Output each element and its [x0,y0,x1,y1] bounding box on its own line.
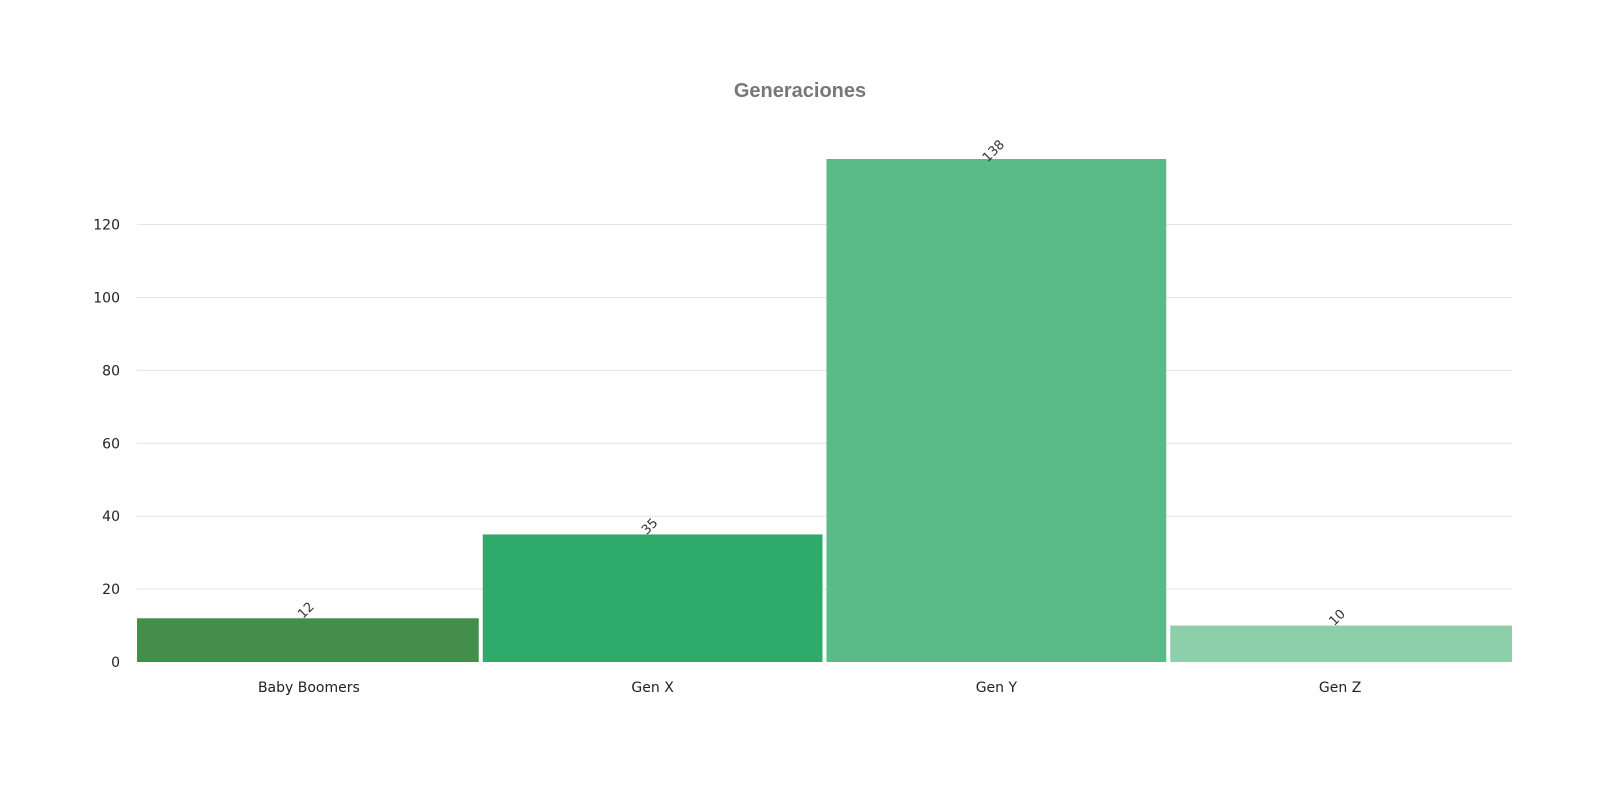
y-axis: 0 20 40 60 80 100 120 [93,218,120,671]
y-tick-label: 20 [102,582,120,598]
y-tick-label: 60 [102,436,120,452]
bar-baby-boomers[interactable] [137,618,479,662]
bar-gen-x[interactable] [482,534,823,662]
bar-gen-y[interactable] [826,159,1167,662]
x-tick-label: Baby Boomers [258,680,360,696]
chart-title: Generaciones [733,80,867,102]
y-tick-label: 120 [93,218,120,234]
x-tick-label: Gen Y [976,680,1018,696]
gridlines [137,224,1512,590]
bars [137,159,1512,662]
y-tick-label: 40 [102,509,120,525]
x-axis: Baby Boomers Gen X Gen Y Gen Z [258,680,1361,696]
y-tick-label: 100 [93,291,120,307]
y-tick-label: 0 [111,655,120,671]
x-tick-label: Gen Z [1319,680,1361,696]
x-tick-label: Gen X [631,680,674,696]
bar-gen-z[interactable] [1170,625,1512,662]
y-tick-label: 80 [102,363,120,379]
